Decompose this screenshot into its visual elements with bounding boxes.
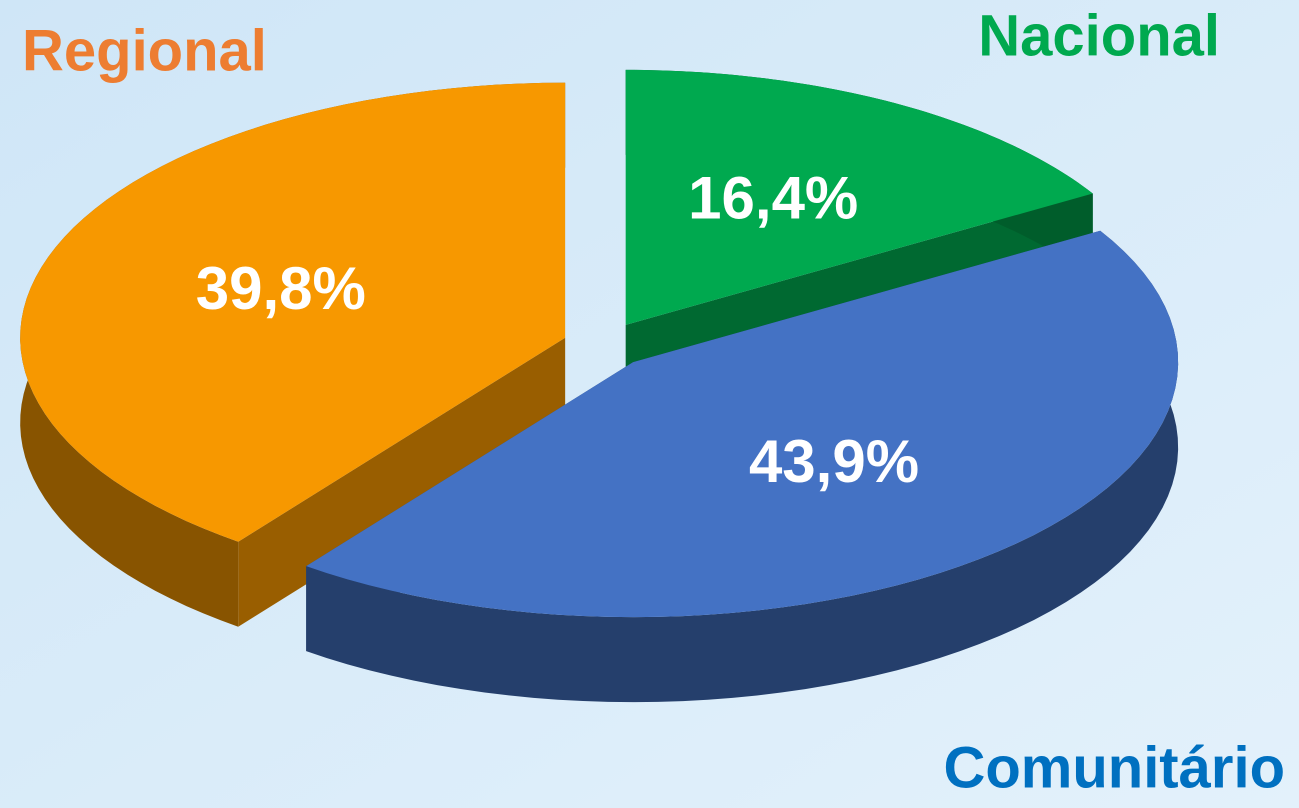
value-label: 39,8% [196, 255, 366, 322]
category-label: Comunitário [943, 735, 1285, 800]
category-label: Regional [22, 18, 267, 83]
slice-wall [306, 230, 1179, 703]
category-label: Nacional [978, 3, 1220, 68]
slice-top [20, 82, 566, 542]
slice-side [238, 337, 566, 627]
value-label: 43,9% [749, 428, 919, 495]
value-label: 16,4% [688, 165, 858, 232]
slice [306, 230, 1179, 703]
slice-top [625, 69, 1093, 325]
pie [20, 69, 1179, 703]
slice [20, 82, 566, 627]
slice-top [306, 230, 1179, 618]
